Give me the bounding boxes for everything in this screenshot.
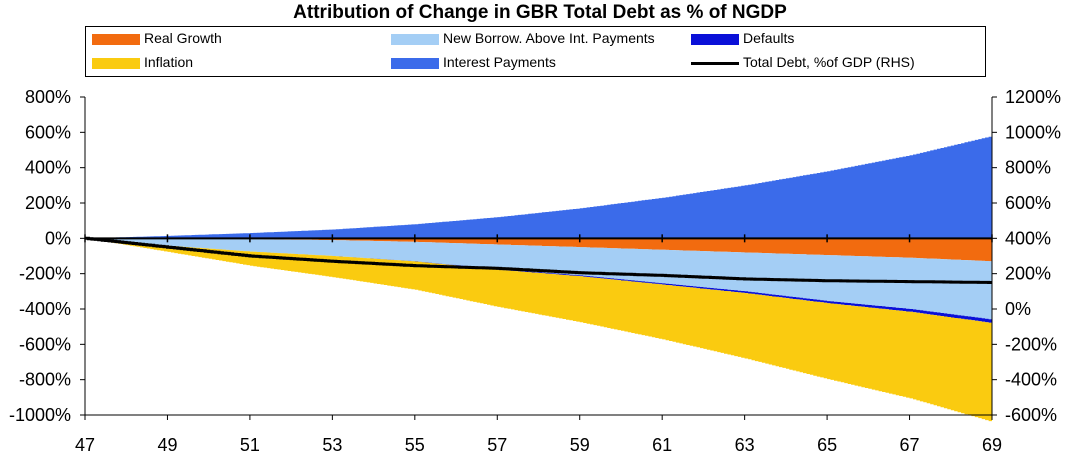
y-left-tick-label: -200% — [19, 264, 71, 284]
x-tick-label: 51 — [240, 435, 260, 455]
area-interest-payments — [85, 136, 992, 239]
legend-label: Defaults — [743, 30, 795, 46]
area-inflation — [85, 238, 992, 422]
y-right-tick-label: -400% — [1005, 370, 1057, 390]
x-tick-label: 53 — [322, 435, 342, 455]
legend-swatch-inflation — [92, 58, 140, 69]
y-right-tick-label: 200% — [1005, 264, 1051, 284]
y-right-tick-label: -600% — [1005, 405, 1057, 425]
y-right-tick-label: 400% — [1005, 228, 1051, 248]
x-tick-label: 61 — [652, 435, 672, 455]
y-left-tick-label: 400% — [25, 158, 71, 178]
y-left-tick-label: 600% — [25, 122, 71, 142]
legend-label: Real Growth — [144, 30, 222, 46]
x-tick-label: 63 — [735, 435, 755, 455]
y-right-tick-label: 1000% — [1005, 122, 1061, 142]
y-left-tick-label: 200% — [25, 193, 71, 213]
x-tick-label: 47 — [75, 435, 95, 455]
legend-label: Interest Payments — [443, 54, 556, 70]
legend-swatch-real-growth — [92, 34, 140, 45]
y-right-tick-label: 600% — [1005, 193, 1051, 213]
chart-title: Attribution of Change in GBR Total Debt … — [293, 2, 787, 23]
y-left-tick-label: 0% — [45, 228, 71, 248]
legend-swatch-interest-payments — [391, 58, 439, 69]
x-tick-label: 57 — [487, 435, 507, 455]
x-tick-label: 55 — [405, 435, 425, 455]
x-tick-label: 59 — [570, 435, 590, 455]
y-left-tick-label: 800% — [25, 87, 71, 107]
legend-swatch-new-borrow — [391, 34, 439, 45]
legend-label: Inflation — [144, 54, 194, 70]
y-left-tick-label: -400% — [19, 299, 71, 319]
y-right-tick-label: 1200% — [1005, 87, 1061, 107]
y-right-tick-label: -200% — [1005, 334, 1057, 354]
x-tick-label: 65 — [817, 435, 837, 455]
y-left-tick-label: -600% — [19, 334, 71, 354]
y-left-tick-label: -1000% — [9, 405, 71, 425]
x-tick-label: 67 — [900, 435, 920, 455]
chart-legend: Real Growth New Borrow. Above Int. Payme… — [85, 26, 986, 77]
legend-label: New Borrow. Above Int. Payments — [443, 30, 655, 46]
legend-line-total-debt — [691, 62, 739, 65]
area-new-borrow-above-int-payments — [85, 238, 992, 320]
x-tick-label: 49 — [157, 435, 177, 455]
x-tick-label: 69 — [982, 435, 1002, 455]
y-left-tick-label: -800% — [19, 370, 71, 390]
y-right-tick-label: 0% — [1005, 299, 1031, 319]
area-real-growth — [85, 238, 992, 262]
legend-swatch-defaults — [691, 34, 739, 45]
line-total-debt — [85, 236, 992, 284]
legend-label: Total Debt, %of GDP (RHS) — [743, 54, 915, 70]
y-right-tick-label: 800% — [1005, 158, 1051, 178]
